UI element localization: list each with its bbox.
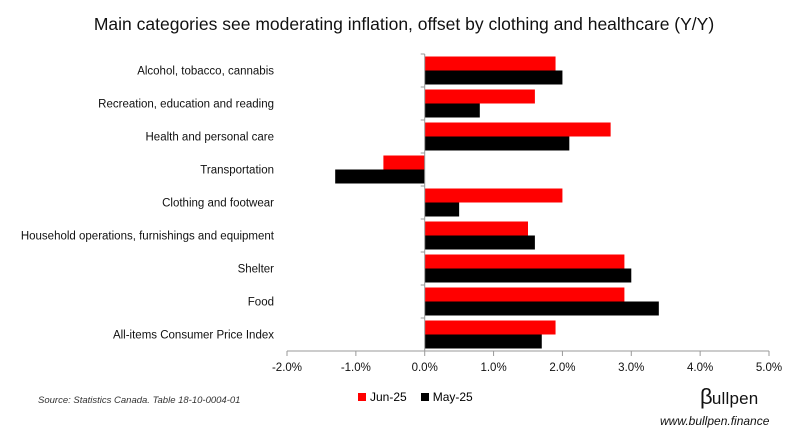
legend-label-may-25: May-25 xyxy=(432,390,473,404)
bar-may-25-7 xyxy=(424,301,659,316)
bar-jun-25-6 xyxy=(424,254,625,269)
brand-logo-beta: β xyxy=(700,384,713,409)
bar-jun-25-5 xyxy=(424,221,528,236)
x-tick-label: -2.0% xyxy=(272,362,302,374)
category-label: Clothing and footwear xyxy=(162,198,274,210)
bar-jun-25-2 xyxy=(424,122,611,137)
bar-may-25-6 xyxy=(424,268,632,283)
bar-may-25-1 xyxy=(424,103,480,118)
x-tick-label: -1.0% xyxy=(341,362,371,374)
legend-swatch-jun-25 xyxy=(358,393,366,401)
bar-may-25-0 xyxy=(424,70,563,85)
category-label: Health and personal care xyxy=(146,132,275,144)
bar-jun-25-8 xyxy=(424,320,556,335)
bar-may-25-3 xyxy=(335,169,425,184)
legend: Jun-25 May-25 xyxy=(358,390,473,404)
legend-label-jun-25: Jun-25 xyxy=(370,390,407,404)
x-tick-label: 2.0% xyxy=(549,362,575,374)
brand-logo: βullpen xyxy=(700,384,758,410)
brand-logo-text: ullpen xyxy=(711,389,759,408)
x-tick-label: 1.0% xyxy=(480,362,506,374)
x-tick-label: 0.0% xyxy=(412,362,438,374)
category-label: All-items Consumer Price Index xyxy=(113,330,274,342)
bar-may-25-5 xyxy=(424,235,535,250)
bar-jun-25-4 xyxy=(424,188,563,203)
legend-item-jun-25: Jun-25 xyxy=(358,390,407,404)
chart-title: Main categories see moderating inflation… xyxy=(93,14,715,34)
bar-jun-25-7 xyxy=(424,287,625,302)
legend-item-may-25: May-25 xyxy=(420,390,473,404)
bar-jun-25-1 xyxy=(424,89,535,104)
category-label: Transportation xyxy=(200,165,274,177)
category-label: Household operations, furnishings and eq… xyxy=(21,231,275,243)
source-note: Source: Statistics Canada. Table 18-10-0… xyxy=(38,395,241,406)
bar-jun-25-0 xyxy=(424,56,556,71)
category-label: Recreation, education and reading xyxy=(98,99,274,111)
bar-may-25-4 xyxy=(424,202,460,217)
legend-swatch-may-25 xyxy=(420,393,429,401)
category-label: Food xyxy=(248,297,274,309)
category-label: Shelter xyxy=(238,264,275,276)
bar-jun-25-3 xyxy=(383,155,425,170)
x-tick-label: 3.0% xyxy=(618,362,644,374)
x-tick-label: 4.0% xyxy=(687,362,713,374)
bar-may-25-2 xyxy=(424,136,570,151)
brand-url: www.bullpen.finance xyxy=(660,414,770,428)
bar-may-25-8 xyxy=(424,334,542,349)
x-tick-label: 5.0% xyxy=(756,362,782,374)
category-label: Alcohol, tobacco, cannabis xyxy=(137,66,274,78)
